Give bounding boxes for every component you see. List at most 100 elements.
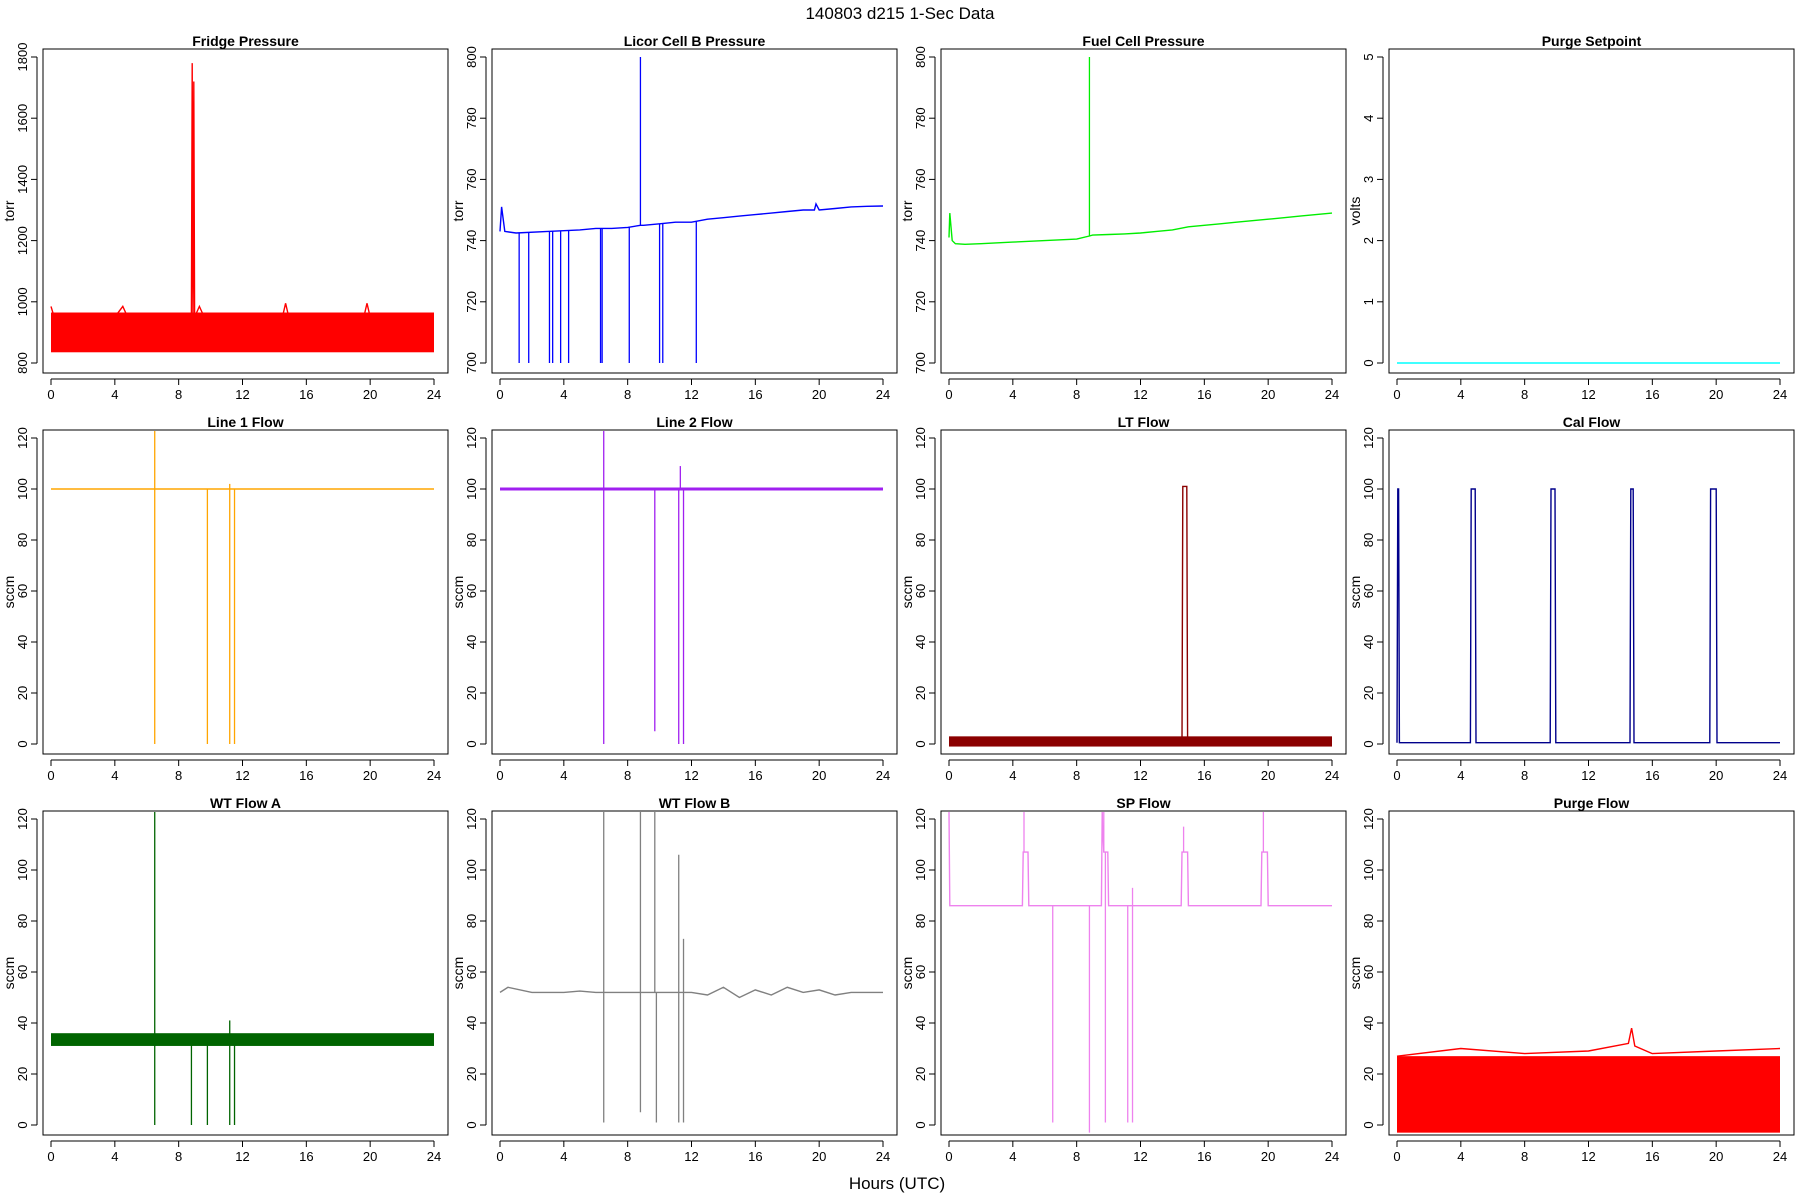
x-tick-label: 24	[876, 1149, 890, 1164]
x-tick-label: 4	[1009, 387, 1016, 402]
x-tick-label: 8	[175, 387, 182, 402]
y-tick-label: 120	[15, 427, 30, 449]
x-tick-label: 20	[812, 1149, 826, 1164]
x-tick-label: 20	[363, 387, 377, 402]
x-tick-label: 12	[684, 768, 698, 783]
x-tick-label: 0	[945, 1149, 952, 1164]
y-tick-label: 60	[1361, 584, 1376, 598]
x-tick-label: 12	[1581, 1149, 1595, 1164]
series-line	[50, 63, 434, 318]
x-tick-label: 24	[876, 768, 890, 783]
y-tick-label: 800	[913, 46, 928, 68]
y-axis-label: sccm	[1347, 957, 1363, 990]
x-tick-label: 24	[1773, 1149, 1787, 1164]
x-tick-label: 4	[1457, 1149, 1464, 1164]
x-tick-label: 20	[812, 387, 826, 402]
x-tick-label: 0	[496, 387, 503, 402]
x-tick-label: 0	[1393, 387, 1400, 402]
x-tick-label: 4	[560, 1149, 567, 1164]
x-tick-label: 12	[1133, 768, 1147, 783]
x-tick-label: 24	[1773, 768, 1787, 783]
plot-area-licor	[499, 57, 884, 363]
y-axis-label: sccm	[450, 957, 466, 990]
panel-frame	[1388, 810, 1795, 1136]
panel-frame	[42, 429, 449, 755]
panel-frame	[491, 48, 898, 374]
x-tick-label: 8	[624, 768, 631, 783]
y-tick-label: 40	[15, 1016, 30, 1030]
panel-frame	[940, 48, 1347, 374]
y-axis-label: volts	[1347, 197, 1363, 226]
y-tick-label: 80	[15, 533, 30, 547]
y-tick-label: 740	[913, 230, 928, 252]
x-tick-label: 0	[47, 387, 54, 402]
x-tick-label: 8	[1521, 387, 1528, 402]
x-tick-label: 12	[684, 387, 698, 402]
x-tick-label: 4	[560, 387, 567, 402]
x-tick-label: 24	[1773, 387, 1787, 402]
y-tick-label: 60	[464, 965, 479, 979]
y-tick-label: 80	[913, 914, 928, 928]
x-tick-label: 0	[47, 1149, 54, 1164]
y-tick-label: 740	[464, 230, 479, 252]
y-tick-label: 100	[913, 859, 928, 881]
x-tick-label: 16	[1197, 768, 1211, 783]
x-tick-label: 24	[427, 1149, 441, 1164]
x-tick-label: 0	[47, 768, 54, 783]
y-tick-label: 100	[15, 859, 30, 881]
y-tick-label: 40	[464, 1016, 479, 1030]
y-tick-label: 100	[464, 859, 479, 881]
series-line	[949, 485, 1332, 743]
plot-area-purge	[1396, 1027, 1781, 1133]
panel-cal: Cal Flow 0 4 8 12 16 20 24 0 20 40 60 80 100 120 sccm	[1347, 414, 1795, 783]
y-axis-label: sccm	[450, 576, 466, 609]
x-tick-label: 0	[496, 768, 503, 783]
y-tick-label: 4	[1361, 115, 1376, 122]
x-tick-label: 12	[684, 1149, 698, 1164]
y-axis-label: sccm	[899, 957, 915, 990]
panel-line1: Line 1 Flow 0 4 8 12 16 20 24 0 20 40 60 80 100 120 scc…	[1, 414, 449, 783]
y-axis-label: sccm	[1347, 576, 1363, 609]
plot-area-line1	[51, 431, 434, 744]
panel-line2: Line 2 Flow 0 4 8 12 16 20 24 0 20 40 60 80 100 120 scc…	[450, 414, 898, 783]
y-tick-label: 120	[1361, 808, 1376, 830]
y-tick-label: 40	[1361, 1016, 1376, 1030]
plot-area-sp	[948, 811, 1332, 1133]
y-tick-label: 780	[913, 107, 928, 129]
series-line	[948, 811, 1332, 907]
y-tick-label: 20	[913, 686, 928, 700]
x-tick-label: 16	[299, 768, 313, 783]
panel-title: Licor Cell B Pressure	[624, 33, 766, 49]
x-tick-label: 8	[624, 1149, 631, 1164]
x-tick-label: 24	[876, 387, 890, 402]
panel-title: WT Flow B	[659, 795, 731, 811]
panel-title: LT Flow	[1118, 414, 1170, 430]
panel-frame	[42, 810, 449, 1136]
y-axis-label: torr	[899, 200, 915, 221]
x-tick-label: 0	[1393, 1149, 1400, 1164]
y-tick-label: 40	[913, 635, 928, 649]
y-tick-label: 20	[15, 686, 30, 700]
panel-wtb: WT Flow B 0 4 8 12 16 20 24 0 20 40 60 80 100 120 sccm	[450, 795, 898, 1164]
y-tick-label: 800	[15, 352, 30, 374]
x-tick-label: 12	[235, 768, 249, 783]
y-tick-label: 100	[464, 478, 479, 500]
series-line	[1396, 488, 1780, 744]
x-tick-label: 16	[748, 768, 762, 783]
x-tick-label: 4	[111, 1149, 118, 1164]
x-tick-label: 16	[299, 387, 313, 402]
panel-frame	[1388, 48, 1795, 374]
y-tick-label: 720	[913, 291, 928, 313]
y-tick-label: 100	[1361, 478, 1376, 500]
x-tick-label: 8	[624, 387, 631, 402]
x-tick-label: 16	[748, 1149, 762, 1164]
y-tick-label: 0	[1361, 359, 1376, 366]
x-tick-label: 4	[1009, 768, 1016, 783]
plot-area-fuel	[948, 57, 1333, 246]
y-tick-label: 60	[913, 584, 928, 598]
y-tick-label: 60	[15, 584, 30, 598]
y-tick-label: 780	[464, 107, 479, 129]
panel-frame	[491, 429, 898, 755]
